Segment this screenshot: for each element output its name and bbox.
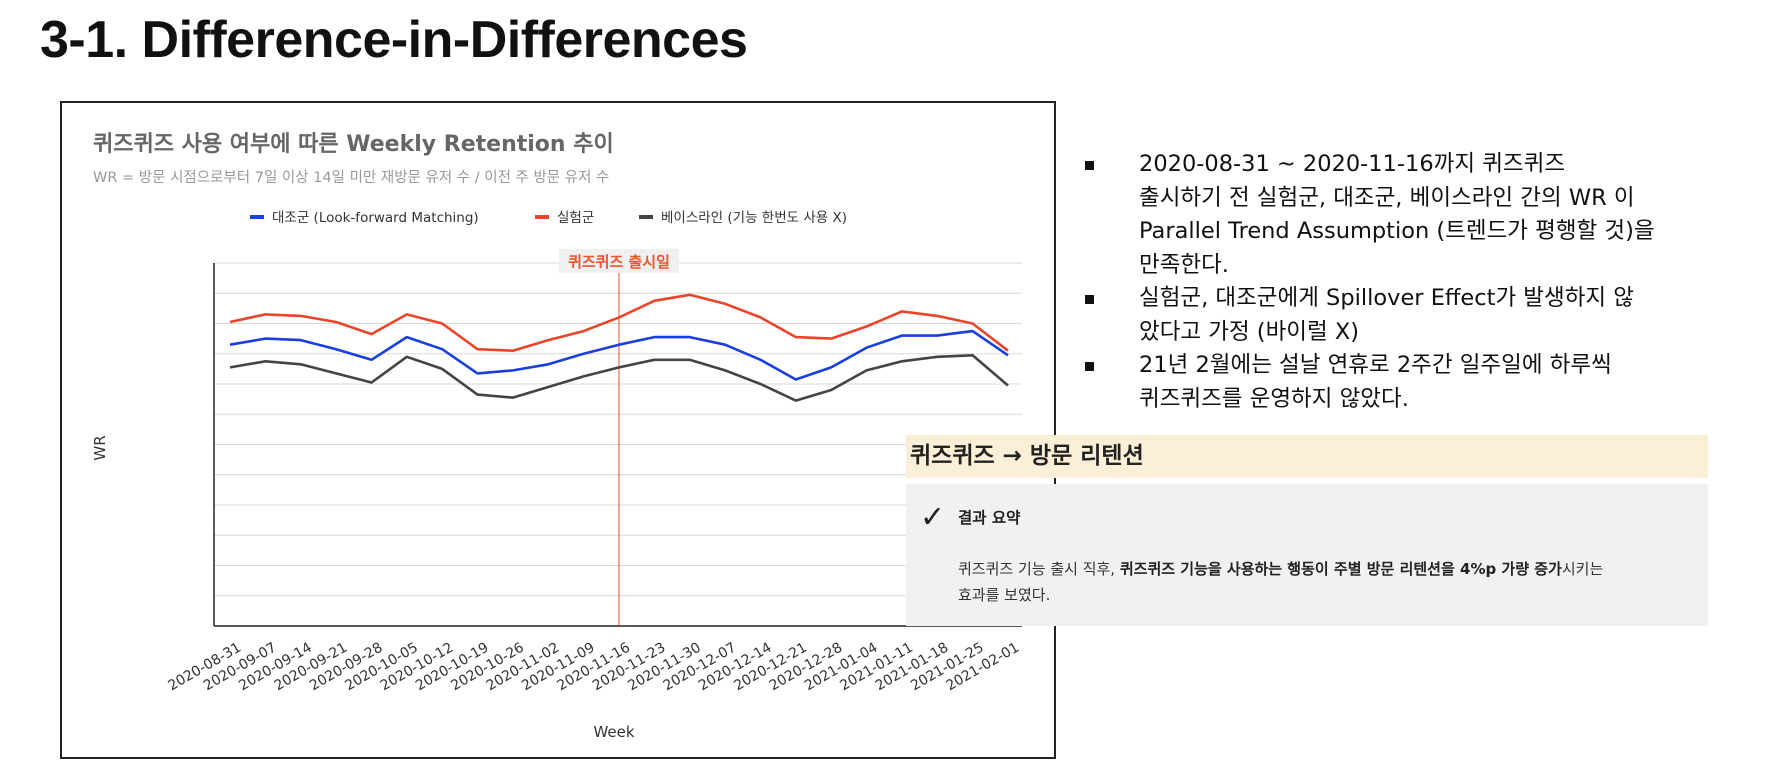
annotation-label-bg xyxy=(559,249,679,273)
bullet-line: 퀴즈퀴즈를 운영하지 않았다. xyxy=(1139,385,1409,412)
legend-swatch xyxy=(639,215,653,219)
legend-label: 실험군 xyxy=(557,210,594,226)
summary-text: 퀴즈퀴즈 기능 출시 직후, 퀴즈퀴즈 기능을 사용하는 행동이 주별 방문 리… xyxy=(958,556,1688,608)
line-chart: 퀴즈퀴즈 사용 여부에 따른 Weekly Retention 추이 WR = 방… xyxy=(91,132,1022,741)
bullet-line: 2020-08-31 ~ 2020-11-16까지 퀴즈퀴즈 xyxy=(1139,151,1566,177)
chart-subtitle: WR = 방문 시점으로부터 7일 이상 14일 미만 재방문 유저 수 / 이… xyxy=(93,169,609,186)
bullet-line: 21년 2월에는 설날 연휴로 2주간 일주일에 하루씩 xyxy=(1139,352,1612,378)
series-line xyxy=(229,354,1009,402)
summary-text-part: 시키는 xyxy=(1561,560,1604,578)
summary-text-part: 효과를 보였다. xyxy=(958,586,1051,604)
chart-title: 퀴즈퀴즈 사용 여부에 따른 Weekly Retention 추이 xyxy=(93,132,614,157)
bullet-line: Parallel Trend Assumption (트렌드가 평행할 것)을 xyxy=(1139,218,1655,244)
result-summary-box: ✓ 결과 요약 퀴즈퀴즈 기능 출시 직후, 퀴즈퀴즈 기능을 사용하는 행동이… xyxy=(906,484,1708,626)
y-axis-label: WR xyxy=(91,435,109,460)
series-line xyxy=(229,329,1009,381)
legend-label: 베이스라인 (기능 한번도 사용 X) xyxy=(661,210,847,226)
annotation-label: 퀴즈퀴즈 출시일 xyxy=(568,253,670,271)
chart-panel: 퀴즈퀴즈 사용 여부에 따른 Weekly Retention 추이 WR = 방… xyxy=(60,101,1056,759)
slide-title: 3-1. Difference-in-Differences xyxy=(40,11,748,69)
bullet-line: 만족한다. xyxy=(1139,251,1229,278)
legend-label: 대조군 (Look-forward Matching) xyxy=(272,210,479,226)
legend-swatch xyxy=(250,215,264,219)
bullet-line: 았다고 가정 (바이럴 X) xyxy=(1139,318,1360,345)
callout-heading: 퀴즈퀴즈 → 방문 리텐션 xyxy=(906,435,1708,478)
check-icon: ✓ xyxy=(920,500,946,535)
series-line xyxy=(229,293,1009,352)
bullet-line: 실험군, 대조군에게 Spillover Effect가 발생하지 않 xyxy=(1139,285,1634,311)
bullet-marker-icon xyxy=(1085,362,1094,371)
legend-swatch xyxy=(535,215,549,219)
bullet-marker-icon xyxy=(1085,295,1094,304)
summary-text-part: 퀴즈퀴즈 기능 출시 직후, xyxy=(958,560,1120,578)
bullet-line: 출시하기 전 실험군, 대조군, 베이스라인 간의 WR 이 xyxy=(1139,184,1635,211)
bullet-marker-icon xyxy=(1085,161,1094,170)
x-axis-label: Week xyxy=(593,723,634,741)
summary-title: 결과 요약 xyxy=(958,509,1021,527)
summary-text-emphasis: 퀴즈퀴즈 기능을 사용하는 행동이 주별 방문 리텐션을 4%p 가량 증가 xyxy=(1119,560,1562,578)
